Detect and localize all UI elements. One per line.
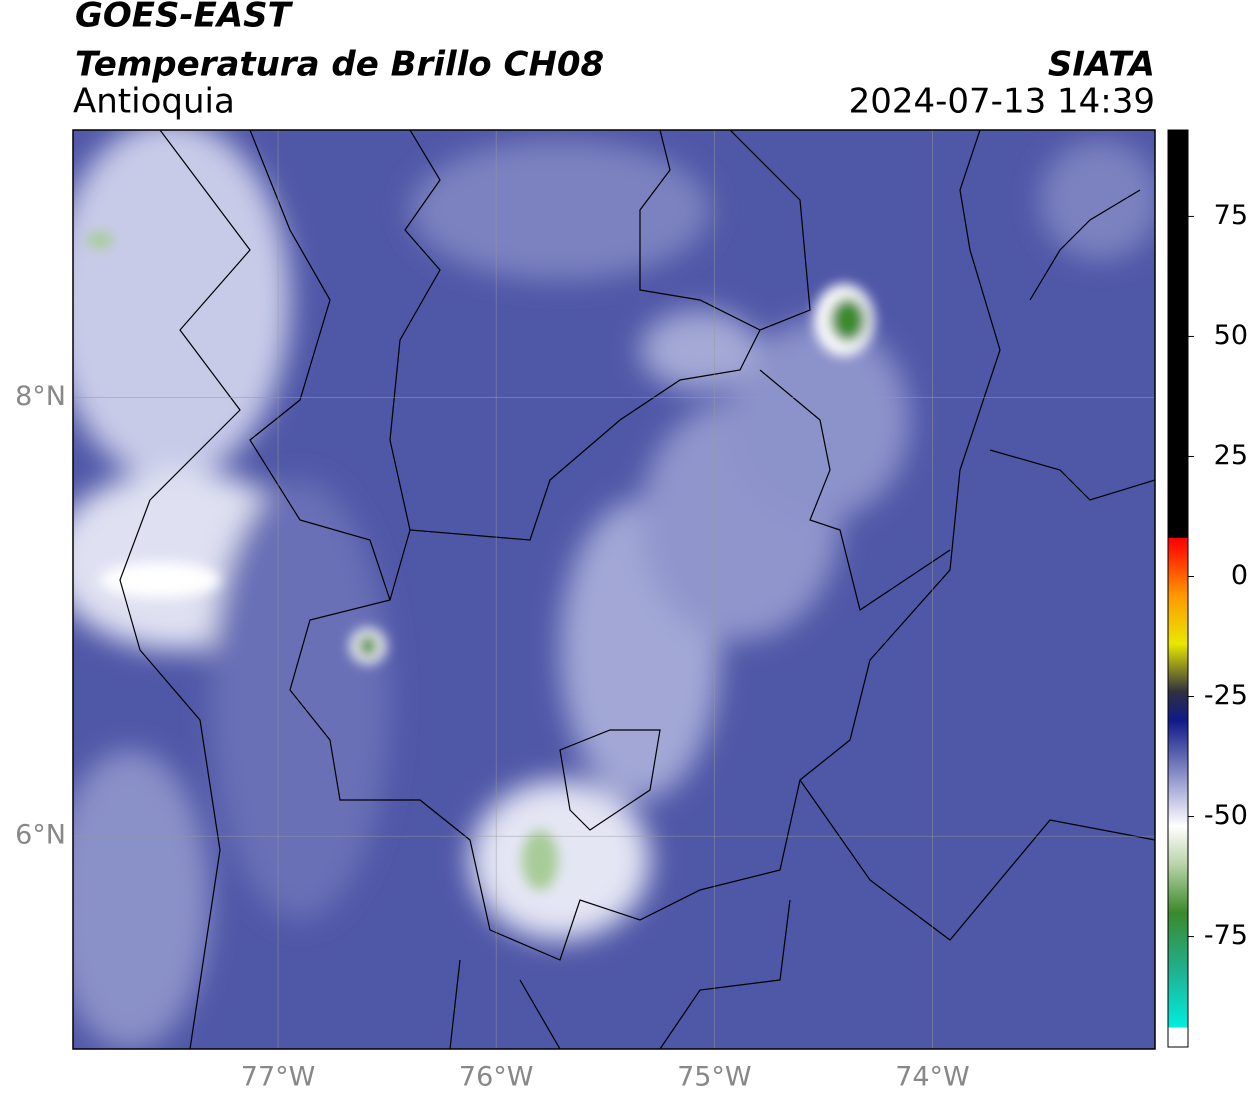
y-tick-label: 6°N bbox=[15, 820, 66, 851]
colorbar-tick-label: 50 bbox=[1214, 320, 1248, 351]
x-tick-label: 74°W bbox=[895, 1062, 970, 1093]
region: Antioquia bbox=[73, 82, 235, 122]
x-tick-label: 75°W bbox=[677, 1062, 752, 1093]
cold-cores bbox=[86, 232, 874, 890]
map-frame bbox=[72, 129, 1156, 1050]
y-tick-label: 8°N bbox=[15, 381, 66, 412]
datetime: 2024-07-13 14:39 bbox=[849, 82, 1155, 122]
colorbar bbox=[1167, 129, 1189, 1048]
map-image bbox=[73, 130, 1155, 1049]
colorbar-tick-label: -25 bbox=[1204, 680, 1248, 711]
colorbar-tick-label: 75 bbox=[1214, 200, 1248, 231]
title: GOES-EAST bbox=[75, 0, 294, 36]
colorbar-tick-label: 0 bbox=[1231, 560, 1248, 591]
colorbar-tick-label: -50 bbox=[1204, 800, 1248, 831]
subtitle: Temperatura de Brillo CH08 bbox=[75, 45, 604, 85]
grid bbox=[73, 130, 1155, 1049]
cloud-fields bbox=[73, 130, 1155, 1049]
x-tick-label: 77°W bbox=[241, 1062, 316, 1093]
source: SIATA bbox=[1048, 45, 1155, 85]
x-tick-label: 76°W bbox=[459, 1062, 534, 1093]
boundaries bbox=[119, 130, 1155, 1049]
colorbar-tick-label: -75 bbox=[1204, 920, 1248, 951]
colorbar-tick-label: 25 bbox=[1214, 440, 1248, 471]
